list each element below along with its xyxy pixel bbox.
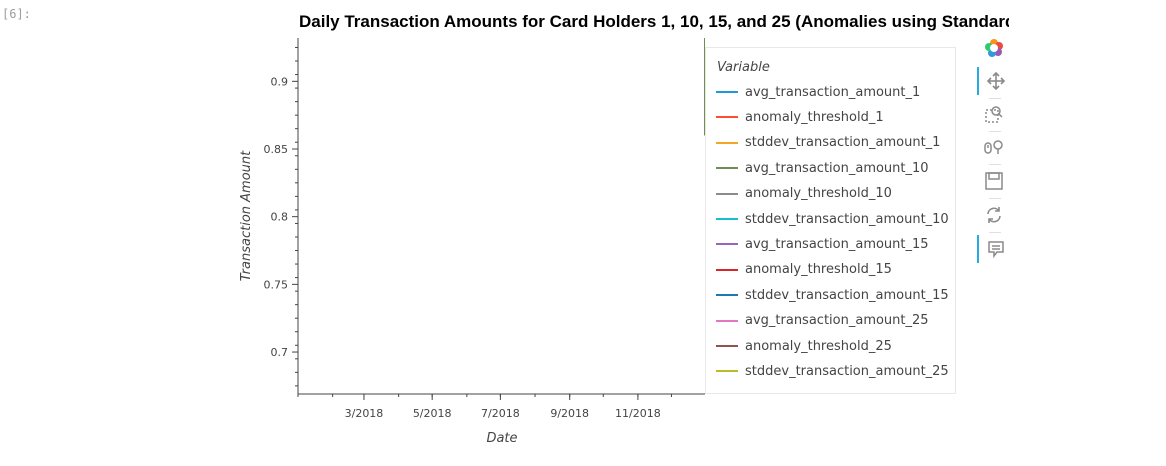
wheel-zoom-tool-icon[interactable]: [977, 133, 1011, 161]
legend-swatch: [716, 345, 738, 347]
x-tick-label: 9/2018: [550, 407, 589, 420]
legend-swatch: [716, 243, 738, 246]
legend-label: anomaly_threshold_15: [745, 262, 892, 278]
legend-label: stddev_transaction_amount_1: [745, 135, 941, 151]
legend-item[interactable]: avg_transaction_amount_1: [716, 82, 920, 102]
legend-label: avg_transaction_amount_1: [745, 84, 921, 100]
legend-item[interactable]: avg_transaction_amount_10: [716, 158, 929, 178]
x-tick-label: 5/2018: [413, 407, 452, 420]
hover-tool-icon[interactable]: [977, 235, 1013, 263]
legend-item[interactable]: stddev_transaction_amount_25: [716, 361, 949, 381]
legend-label: stddev_transaction_amount_10: [745, 211, 949, 227]
legend-item[interactable]: anomaly_threshold_15: [716, 260, 892, 280]
legend-swatch: [716, 141, 738, 144]
legend-label: anomaly_threshold_10: [745, 186, 892, 202]
x-axis-label: Date: [486, 431, 517, 446]
legend-item[interactable]: stddev_transaction_amount_10: [716, 209, 949, 229]
x-tick-label: 3/2018: [345, 407, 384, 420]
y-tick-label: 0.75: [264, 278, 289, 291]
legend-item[interactable]: avg_transaction_amount_15: [716, 234, 929, 254]
plot-area[interactable]: [298, 38, 705, 394]
save-tool-icon[interactable]: [977, 167, 1011, 195]
legend-swatch: [716, 319, 738, 322]
legend-item[interactable]: anomaly_threshold_10: [716, 184, 892, 204]
x-tick-label: 7/2018: [481, 407, 520, 420]
toolbar: [975, 34, 1015, 274]
y-axis-ticks: 0.7 0.75 0.8 0.85 0.9: [264, 46, 298, 387]
legend-item[interactable]: stddev_transaction_amount_1: [716, 133, 940, 153]
y-tick-label: 0.7: [271, 346, 289, 359]
x-axis-ticks: 3/2018 5/2018 7/2018 9/2018 11/2018: [297, 394, 672, 420]
pan-tool-icon[interactable]: [977, 67, 1013, 95]
chart-title: Daily Transaction Amounts for Card Holde…: [299, 12, 1009, 31]
box-zoom-tool-icon[interactable]: [977, 100, 1011, 128]
x-tick-label: 11/2018: [615, 407, 661, 420]
y-tick-label: 0.9: [271, 75, 289, 88]
legend-swatch: [716, 116, 738, 119]
legend-item[interactable]: anomaly_threshold_25: [716, 336, 892, 356]
legend-item[interactable]: avg_transaction_amount_25: [716, 311, 929, 331]
legend-label: stddev_transaction_amount_15: [745, 287, 949, 303]
cell-prompt: [6]:: [2, 7, 31, 21]
legend-label: avg_transaction_amount_15: [745, 236, 929, 252]
legend-title: Variable: [717, 60, 770, 75]
legend-item[interactable]: anomaly_threshold_1: [716, 107, 884, 127]
legend-swatch: [716, 218, 738, 220]
legend-label: anomaly_threshold_25: [745, 338, 892, 354]
legend-swatch: [716, 370, 738, 373]
legend-label: anomaly_threshold_1: [745, 109, 884, 125]
reset-tool-icon[interactable]: [977, 201, 1011, 229]
legend-swatch: [716, 167, 738, 170]
legend-label: avg_transaction_amount_25: [745, 313, 929, 329]
legend-swatch: [716, 192, 738, 195]
bokeh-logo-icon[interactable]: [977, 34, 1011, 62]
chart-plot[interactable]: 0.7 0.75 0.8 0.85 0.9 3/2018 5/2018 7/2018 9/20…: [0, 0, 705, 466]
legend-swatch: [716, 91, 738, 93]
legend-label: avg_transaction_amount_10: [745, 160, 929, 176]
y-tick-label: 0.85: [264, 143, 289, 156]
legend-swatch: [716, 294, 738, 297]
legend-item[interactable]: stddev_transaction_amount_15: [716, 285, 949, 305]
legend-swatch: [716, 268, 738, 271]
legend-label: stddev_transaction_amount_25: [745, 363, 949, 379]
y-tick-label: 0.8: [271, 211, 289, 224]
y-axis-label: Transaction Amount: [239, 150, 254, 281]
